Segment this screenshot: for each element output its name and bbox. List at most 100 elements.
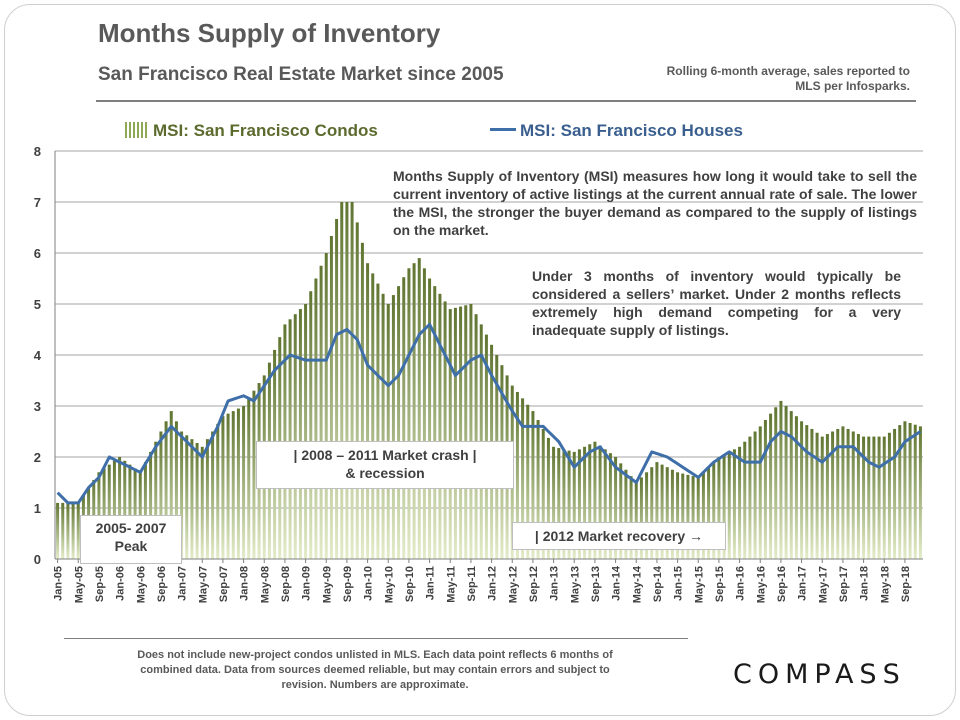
condo-bar — [872, 436, 876, 559]
condo-bar — [123, 460, 127, 559]
condo-bar — [614, 457, 618, 559]
condo-bar — [701, 472, 705, 559]
x-tick-label: Jan-07 — [177, 566, 189, 601]
condo-bar — [655, 462, 659, 559]
x-tick-label: May-15 — [693, 566, 705, 603]
condo-bar — [464, 305, 468, 559]
condo-bar — [712, 462, 716, 559]
condo-bar — [118, 457, 122, 559]
condo-bar — [205, 439, 209, 559]
condo-bar — [149, 451, 153, 559]
condo-bar — [841, 426, 845, 559]
condo-bar — [608, 453, 612, 559]
market-crash-label-line2: & recession — [345, 465, 425, 481]
market-crash-label: | 2008 – 2011 Market crash | & recession — [256, 441, 514, 489]
condo-bar — [355, 222, 359, 559]
condo-bar — [242, 406, 246, 559]
x-tick-label: Sep-16 — [776, 566, 788, 602]
condo-bar — [200, 446, 204, 559]
condo-bar — [603, 449, 607, 559]
legend-item-houses: MSI: San Francisco Houses — [490, 121, 743, 141]
condo-bar — [174, 421, 178, 559]
condo-bar — [474, 314, 478, 559]
condo-bar — [769, 413, 773, 559]
condo-bar — [722, 454, 726, 559]
condo-bar — [185, 435, 189, 559]
condo-bar — [381, 293, 385, 559]
condo-bar — [376, 283, 380, 559]
condo-bar — [893, 428, 897, 559]
condo-bar — [190, 439, 194, 559]
x-tick-label: Sep-06 — [156, 566, 168, 602]
condo-bar — [588, 444, 592, 559]
condo-bar — [221, 416, 225, 559]
condo-bar — [247, 398, 251, 559]
x-tick-label: May-06 — [135, 566, 147, 603]
condo-bar — [76, 502, 80, 559]
condo-bar — [298, 309, 302, 559]
condo-bar — [309, 291, 313, 559]
condo-bar — [102, 468, 106, 559]
condo-bar — [779, 400, 783, 559]
condo-bar — [531, 411, 535, 559]
condo-bar — [154, 441, 158, 559]
sellers-market-text: Under 3 months of inventory would typica… — [532, 268, 901, 338]
x-tick-label: Jan-17 — [797, 566, 809, 601]
condo-bar — [386, 304, 390, 559]
x-tick-label: May-13 — [569, 566, 581, 603]
condo-bar — [717, 457, 721, 559]
x-tick-label: May-07 — [197, 566, 209, 603]
compass-logo: COMPASS — [733, 659, 906, 690]
condo-bar — [567, 450, 571, 559]
x-tick-label: Jan-13 — [549, 566, 561, 601]
legend-swatch-houses — [490, 128, 516, 131]
condo-bar — [448, 309, 452, 559]
x-tick-label: Sep-10 — [404, 566, 416, 602]
condo-bar — [577, 449, 581, 559]
condo-bar — [903, 421, 907, 559]
condo-bar — [438, 293, 442, 559]
condo-bars — [56, 202, 922, 560]
condo-bar — [112, 460, 116, 559]
y-tick-label: 2 — [34, 450, 41, 465]
condo-bar — [552, 446, 556, 559]
condo-bar — [665, 467, 669, 559]
condo-bar — [350, 202, 354, 559]
condo-bar — [681, 473, 685, 559]
condo-bar — [696, 477, 700, 559]
condo-bar — [593, 441, 597, 559]
condo-bar — [583, 446, 587, 559]
header-divider — [96, 100, 916, 102]
x-tick-label: May-10 — [383, 566, 395, 603]
x-tick-label: Jan-15 — [673, 566, 685, 601]
condo-bar — [56, 502, 60, 559]
footnote-divider — [64, 638, 688, 639]
data-source-note: Rolling 6-month average, sales reported … — [666, 64, 910, 93]
condo-bar — [851, 431, 855, 559]
condo-bar — [748, 436, 752, 559]
x-tick-label: May-09 — [321, 566, 333, 603]
x-tick-label: Sep-09 — [342, 566, 354, 602]
condo-bar — [515, 391, 519, 559]
axes — [54, 151, 923, 560]
condo-bar — [877, 436, 881, 559]
condo-bar — [143, 462, 147, 559]
chart-title: Months Supply of Inventory — [98, 18, 441, 48]
x-tick-label: May-17 — [817, 566, 829, 603]
condo-bar — [805, 425, 809, 559]
condo-bar — [195, 442, 199, 559]
condo-bar — [541, 428, 545, 559]
condo-bar — [676, 472, 680, 559]
market-recovery-label: | 2012 Market recovery → — [512, 522, 726, 550]
condo-bar — [345, 202, 349, 559]
condo-bar — [180, 431, 184, 559]
condo-bar — [453, 307, 457, 559]
condo-bar — [882, 436, 886, 559]
condo-bar — [329, 236, 333, 559]
legend-item-condos: MSI: San Francisco Condos — [125, 121, 378, 141]
condo-bar — [371, 273, 375, 559]
condo-bar — [546, 437, 550, 559]
condo-bar — [794, 416, 798, 559]
condo-bar — [686, 474, 690, 559]
peak-label-line2: Peak — [114, 538, 148, 554]
